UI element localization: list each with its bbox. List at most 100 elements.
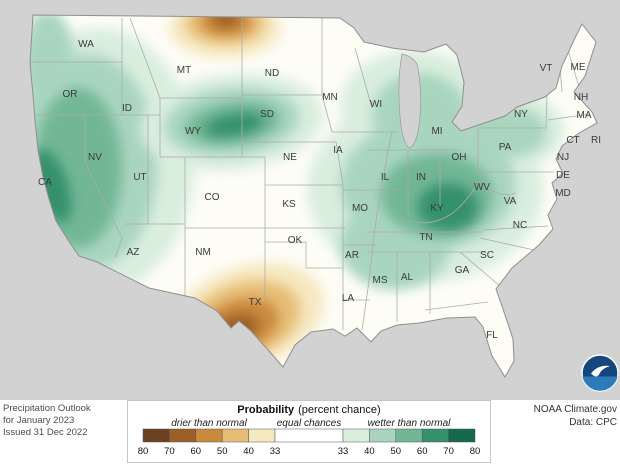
legend-cell xyxy=(221,428,249,443)
legend-tick: 80 xyxy=(470,446,481,457)
state-label-ut: UT xyxy=(133,172,146,183)
legend-tick: 70 xyxy=(164,446,175,457)
state-label-nd: ND xyxy=(265,68,279,79)
state-label-me: ME xyxy=(571,62,586,73)
state-label-ok: OK xyxy=(288,235,303,246)
state-label-nh: NH xyxy=(574,92,588,103)
state-label-wy: WY xyxy=(185,126,201,137)
attribution-line-1: Precipitation Outlook xyxy=(3,403,91,414)
legend-cell xyxy=(369,428,397,443)
legend-cell xyxy=(274,428,344,443)
state-borders xyxy=(30,17,591,331)
state-label-wa: WA xyxy=(78,39,94,50)
state-label-il: IL xyxy=(381,172,390,183)
legend-tick: 70 xyxy=(443,446,454,457)
legend-tick: 33 xyxy=(338,446,349,457)
lake-michigan xyxy=(398,53,421,149)
state-label-in: IN xyxy=(416,172,426,183)
credits: NOAA Climate.gov Data: CPC xyxy=(534,404,617,428)
legend-cell xyxy=(342,428,370,443)
state-label-ia: IA xyxy=(333,145,343,156)
noaa-logo-water xyxy=(582,376,618,391)
probability-shade xyxy=(204,112,264,138)
legend-numbers: 80 70 60 50 40 33 33 40 50 60 70 80 xyxy=(138,446,481,457)
legend-tick: 80 xyxy=(138,446,149,457)
region-montana-drier xyxy=(169,15,281,58)
state-label-mi: MI xyxy=(431,126,442,137)
legend-border xyxy=(127,400,491,463)
credit-data-cpc: Data: CPC xyxy=(569,417,617,428)
probability-shade xyxy=(418,183,478,231)
state-label-tn: TN xyxy=(419,232,432,243)
state-labels: WA OR ID MT ND MN WI MI NY VT ME NH MA CT RI SD WY NV UT CA… xyxy=(38,39,601,341)
state-label-ar: AR xyxy=(345,250,359,261)
probability-regions xyxy=(30,15,565,370)
state-label-mt: MT xyxy=(177,65,191,76)
state-label-sc: SC xyxy=(480,250,494,261)
legend-drier-label: drier than normal xyxy=(171,418,247,429)
credit-noaa-climate: NOAA Climate.gov xyxy=(534,404,617,415)
legend-cell xyxy=(448,428,476,443)
legend-tick: 50 xyxy=(217,446,228,457)
state-label-az: AZ xyxy=(127,247,140,258)
state-label-tx: TX xyxy=(249,297,262,308)
state-label-mn: MN xyxy=(322,92,338,103)
state-label-wi: WI xyxy=(370,99,382,110)
state-label-ms: MS xyxy=(373,275,388,286)
state-label-ne: NE xyxy=(283,152,297,163)
state-label-co: CO xyxy=(205,192,220,203)
legend-tick: 40 xyxy=(364,446,375,457)
state-label-nm: NM xyxy=(195,247,211,258)
legend-tick: 60 xyxy=(417,446,428,457)
state-label-nc: NC xyxy=(513,220,527,231)
legend-cell xyxy=(195,428,223,443)
legend-wetter-label: wetter than normal xyxy=(368,418,452,429)
legend-tick: 60 xyxy=(191,446,202,457)
footer-bar: Precipitation Outlook for January 2023 I… xyxy=(0,400,620,464)
state-label-mo: MO xyxy=(352,203,368,214)
state-label-sd: SD xyxy=(260,109,274,120)
state-label-nj: NJ xyxy=(557,152,569,163)
state-label-ky: KY xyxy=(430,203,444,214)
state-label-or: OR xyxy=(63,89,78,100)
state-label-ny: NY xyxy=(514,109,528,120)
attribution-line-3: Issued 31 Dec 2022 xyxy=(3,427,88,438)
state-label-ct: CT xyxy=(566,135,579,146)
legend-tick: 50 xyxy=(391,446,402,457)
state-label-oh: OH xyxy=(452,152,467,163)
probability-shade xyxy=(30,15,74,110)
us-precipitation-map: WA OR ID MT ND MN WI MI NY VT ME NH MA CT RI SD WY NV UT CA… xyxy=(0,0,620,400)
legend: Probability (percent chance) drier than n… xyxy=(127,400,491,463)
legend-cell xyxy=(142,428,170,443)
state-label-ma: MA xyxy=(577,110,592,121)
legend-tick: 40 xyxy=(243,446,254,457)
legend-tick: 33 xyxy=(270,446,281,457)
noaa-logo-icon xyxy=(581,354,619,392)
attribution-left: Precipitation Outlook for January 2023 I… xyxy=(3,403,91,438)
state-label-ga: GA xyxy=(455,265,470,276)
legend-cell xyxy=(395,428,423,443)
state-label-nv: NV xyxy=(88,152,102,163)
legend-color-cells xyxy=(142,428,476,443)
state-label-al: AL xyxy=(401,272,414,283)
state-label-vt: VT xyxy=(540,63,553,74)
legend-title: Probability (percent chance) xyxy=(237,404,380,416)
state-label-ks: KS xyxy=(282,199,296,210)
legend-equal-label: equal chances xyxy=(277,418,342,429)
state-label-pa: PA xyxy=(499,142,512,153)
state-label-id: ID xyxy=(122,103,132,114)
attribution-line-2: for January 2023 xyxy=(3,415,74,426)
legend-cell xyxy=(421,428,449,443)
state-label-va: VA xyxy=(504,196,517,207)
state-label-ca: CA xyxy=(38,177,52,188)
state-label-ri: RI xyxy=(591,135,601,146)
state-label-wv: WV xyxy=(474,182,490,193)
legend-cell xyxy=(248,428,276,443)
state-label-fl: FL xyxy=(486,330,498,341)
legend-cell xyxy=(169,428,197,443)
state-label-md: MD xyxy=(555,188,571,199)
noaa-logo-bird xyxy=(591,365,610,377)
state-label-de: DE xyxy=(556,170,570,181)
state-label-la: LA xyxy=(342,293,355,304)
